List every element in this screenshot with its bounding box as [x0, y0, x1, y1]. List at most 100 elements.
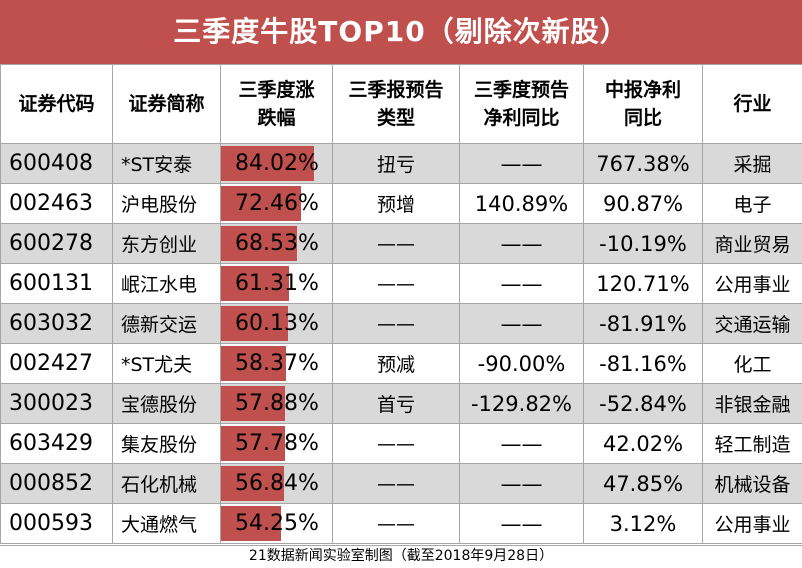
cell-name: 东方创业: [113, 224, 221, 264]
cell-name: 大通燃气: [113, 504, 221, 544]
cell-midyear-yoy: -81.91%: [584, 304, 703, 344]
header-yoy-line2: 净利同比: [460, 104, 583, 132]
cell-industry: 公用事业: [703, 264, 802, 304]
header-yoy: 三季度预告 净利同比: [460, 65, 584, 144]
header-code: 证券代码: [1, 65, 113, 144]
cell-name: 岷江水电: [113, 264, 221, 304]
cell-industry: 电子: [703, 184, 802, 224]
cell-forecast-yoy: ——: [460, 264, 584, 304]
cell-forecast-type: ——: [333, 504, 460, 544]
header-midyear-line1: 中报净利: [584, 76, 702, 104]
cell-code: 300023: [1, 384, 113, 424]
cell-industry: 交通运输: [703, 304, 802, 344]
cell-midyear-yoy: -81.16%: [584, 344, 703, 384]
cell-code: 600131: [1, 264, 113, 304]
cell-change: 57.78%: [221, 424, 333, 464]
cell-forecast-yoy: -129.82%: [460, 384, 584, 424]
cell-forecast-yoy: -90.00%: [460, 344, 584, 384]
change-value: 57.78%: [221, 431, 319, 456]
cell-forecast-type: 预减: [333, 344, 460, 384]
header-name: 证券简称: [113, 65, 221, 144]
cell-name: 石化机械: [113, 464, 221, 504]
header-change: 三季度涨 跌幅: [221, 65, 333, 144]
cell-forecast-type: ——: [333, 224, 460, 264]
cell-industry: 非银金融: [703, 384, 802, 424]
cell-change: 72.46%: [221, 184, 333, 224]
cell-forecast-yoy: ——: [460, 424, 584, 464]
source-note: 21数据新闻实验室制图（截至2018年9月28日）: [0, 545, 802, 568]
change-value: 54.25%: [221, 511, 319, 536]
stock-table: 证券代码 证券简称 三季度涨 跌幅 三季报预告 类型 三季度预告 净利同比 中报…: [0, 64, 802, 544]
cell-change: 84.02%: [221, 144, 333, 184]
cell-forecast-type: ——: [333, 264, 460, 304]
change-value: 56.84%: [221, 471, 319, 496]
header-midyear: 中报净利 同比: [584, 65, 703, 144]
change-value: 57.88%: [221, 391, 319, 416]
cell-forecast-yoy: ——: [460, 224, 584, 264]
change-value: 68.53%: [221, 231, 319, 256]
cell-industry: 轻工制造: [703, 424, 802, 464]
header-change-line1: 三季度涨: [221, 76, 332, 104]
cell-forecast-yoy: ——: [460, 464, 584, 504]
cell-code: 600408: [1, 144, 113, 184]
change-value: 58.37%: [221, 351, 319, 376]
cell-name: 集友股份: [113, 424, 221, 464]
cell-midyear-yoy: 47.85%: [584, 464, 703, 504]
header-midyear-line2: 同比: [584, 104, 702, 132]
cell-change: 57.88%: [221, 384, 333, 424]
change-value: 60.13%: [221, 311, 319, 336]
cell-industry: 化工: [703, 344, 802, 384]
cell-change: 56.84%: [221, 464, 333, 504]
cell-change: 68.53%: [221, 224, 333, 264]
header-yoy-line1: 三季度预告: [460, 76, 583, 104]
cell-code: 000852: [1, 464, 113, 504]
cell-change: 58.37%: [221, 344, 333, 384]
cell-industry: 机械设备: [703, 464, 802, 504]
cell-midyear-yoy: 3.12%: [584, 504, 703, 544]
cell-code: 002463: [1, 184, 113, 224]
cell-industry: 采掘: [703, 144, 802, 184]
cell-forecast-yoy: ——: [460, 504, 584, 544]
cell-forecast-type: ——: [333, 304, 460, 344]
change-value: 84.02%: [221, 151, 319, 176]
cell-code: 002427: [1, 344, 113, 384]
cell-code: 603032: [1, 304, 113, 344]
header-type: 三季报预告 类型: [333, 65, 460, 144]
change-value: 72.46%: [221, 191, 319, 216]
cell-forecast-type: ——: [333, 424, 460, 464]
cell-industry: 商业贸易: [703, 224, 802, 264]
cell-code: 603429: [1, 424, 113, 464]
cell-industry: 公用事业: [703, 504, 802, 544]
cell-name: 德新交运: [113, 304, 221, 344]
cell-change: 60.13%: [221, 304, 333, 344]
cell-forecast-yoy: ——: [460, 304, 584, 344]
cell-midyear-yoy: -10.19%: [584, 224, 703, 264]
cell-name: *ST尤夫: [113, 344, 221, 384]
cell-name: 宝德股份: [113, 384, 221, 424]
change-value: 61.31%: [221, 271, 319, 296]
header-type-line1: 三季报预告: [333, 76, 459, 104]
cell-forecast-type: ——: [333, 464, 460, 504]
cell-forecast-type: 扭亏: [333, 144, 460, 184]
cell-midyear-yoy: 120.71%: [584, 264, 703, 304]
header-change-line2: 跌幅: [221, 104, 332, 132]
cell-change: 61.31%: [221, 264, 333, 304]
header-industry: 行业: [703, 65, 802, 144]
cell-change: 54.25%: [221, 504, 333, 544]
cell-midyear-yoy: 42.02%: [584, 424, 703, 464]
cell-midyear-yoy: 90.87%: [584, 184, 703, 224]
cell-midyear-yoy: -52.84%: [584, 384, 703, 424]
cell-name: *ST安泰: [113, 144, 221, 184]
header-type-line2: 类型: [333, 104, 459, 132]
